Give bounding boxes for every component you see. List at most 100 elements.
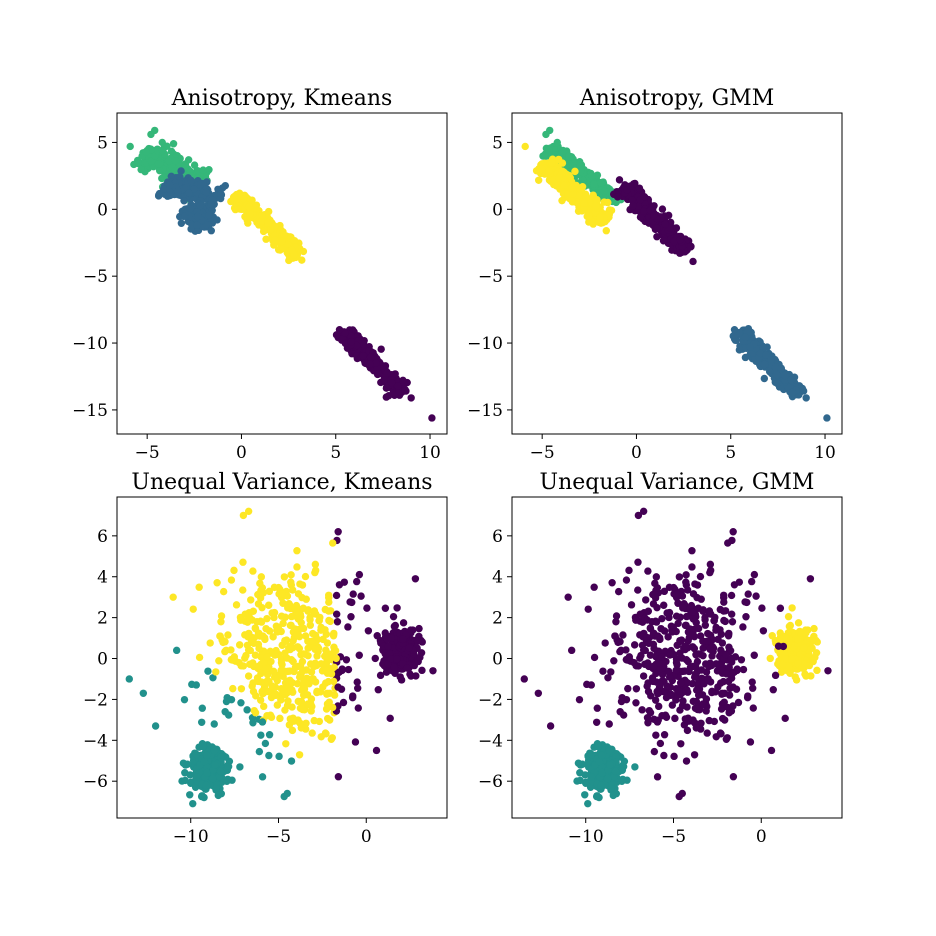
data-point: [223, 761, 232, 770]
data-point: [339, 698, 348, 707]
data-point: [655, 702, 663, 711]
data-point: [186, 791, 194, 799]
data-point: [333, 618, 342, 626]
data-point: [781, 714, 789, 723]
data-point: [746, 343, 754, 351]
y-tick-label: −4: [478, 731, 503, 751]
data-point: [184, 156, 193, 164]
data-point: [724, 539, 732, 547]
data-point: [137, 165, 145, 174]
data-point: [612, 618, 620, 626]
data-point: [660, 731, 669, 739]
data-point: [610, 657, 618, 665]
data-point: [689, 697, 697, 706]
data-point: [125, 675, 133, 683]
data-point: [699, 700, 707, 708]
data-point: [644, 607, 653, 615]
data-point: [429, 667, 437, 675]
data-point: [594, 742, 602, 751]
data-point: [310, 716, 318, 725]
subplot-title: Unequal Variance, GMM: [540, 470, 815, 495]
data-point: [720, 591, 728, 599]
data-point: [382, 393, 391, 401]
data-point: [628, 196, 636, 204]
data-point: [640, 207, 648, 215]
data-point: [791, 673, 799, 681]
data-point: [217, 618, 225, 626]
data-point: [688, 643, 697, 651]
data-point: [264, 207, 273, 216]
data-point: [607, 206, 616, 215]
y-tick-label: 6: [492, 527, 503, 547]
data-point: [384, 642, 393, 651]
data-point: [243, 706, 251, 714]
data-point: [396, 673, 404, 681]
subplot-title: Anisotropy, Kmeans: [171, 86, 393, 111]
data-point: [717, 705, 726, 713]
data-point: [650, 662, 658, 670]
data-point: [704, 676, 712, 684]
data-point: [636, 654, 644, 662]
data-point: [302, 595, 310, 603]
data-point: [811, 653, 819, 662]
data-point: [618, 761, 627, 770]
data-point: [270, 583, 279, 592]
data-point: [739, 665, 748, 674]
data-point: [734, 698, 743, 707]
data-point: [641, 646, 650, 655]
data-point: [639, 672, 648, 680]
data-point: [293, 608, 302, 617]
data-point: [802, 394, 810, 402]
data-point: [407, 394, 415, 402]
data-point: [355, 651, 363, 659]
data-point: [332, 610, 341, 618]
x-tick-label: −5: [661, 827, 686, 847]
data-point: [227, 646, 235, 654]
data-point: [785, 622, 794, 631]
data-point: [693, 705, 702, 714]
data-point: [682, 757, 691, 765]
data-point: [256, 579, 264, 588]
data-point: [245, 203, 253, 211]
data-point: [294, 590, 303, 598]
data-point: [201, 172, 210, 180]
data-point: [262, 235, 270, 243]
data-point: [167, 147, 176, 156]
data-point: [725, 691, 734, 699]
data-point: [697, 719, 705, 727]
data-point: [270, 673, 279, 681]
data-point: [286, 621, 295, 630]
data-point: [684, 714, 692, 722]
data-point: [297, 619, 305, 627]
data-point: [639, 507, 648, 516]
data-point: [767, 355, 775, 364]
data-point: [587, 750, 596, 759]
data-point: [319, 683, 327, 691]
data-point: [344, 665, 353, 674]
data-point: [330, 691, 339, 699]
data-point: [587, 681, 596, 689]
data-point: [624, 684, 632, 693]
data-point: [390, 391, 399, 400]
data-point: [660, 587, 669, 596]
data-point: [325, 598, 333, 606]
x-tick-label: −5: [530, 443, 555, 463]
data-point: [159, 173, 168, 181]
data-point: [708, 652, 716, 660]
data-point: [353, 678, 361, 686]
data-point: [262, 624, 270, 633]
data-point: [418, 666, 426, 675]
data-point: [685, 243, 694, 251]
data-point: [794, 619, 803, 627]
data-point: [676, 679, 685, 687]
subplot-title: Unequal Variance, Kmeans: [131, 470, 432, 495]
data-point: [689, 257, 697, 266]
data-point: [691, 662, 700, 670]
data-point: [634, 586, 642, 594]
data-point: [632, 699, 640, 707]
data-point: [199, 742, 207, 751]
data-point: [659, 237, 668, 245]
data-point: [598, 751, 606, 760]
data-point: [190, 161, 199, 169]
data-point: [661, 220, 669, 229]
